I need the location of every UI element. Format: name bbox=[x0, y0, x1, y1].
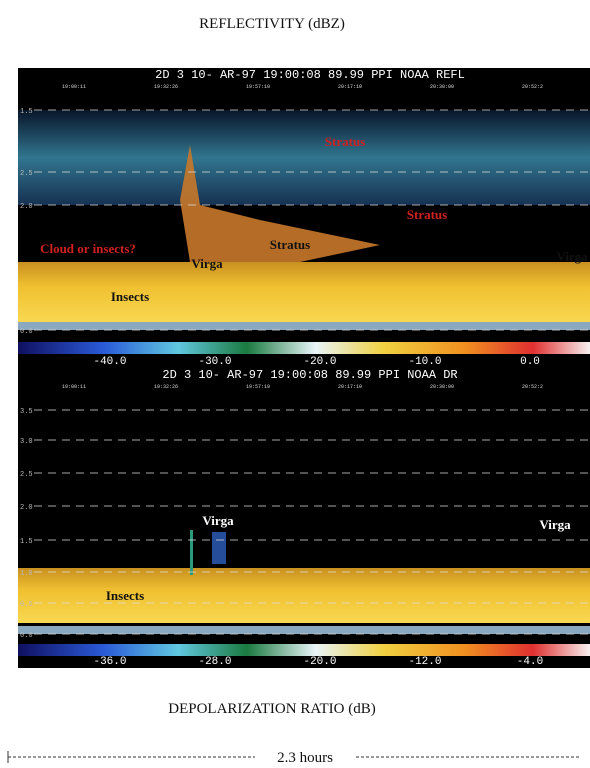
surface-band bbox=[18, 322, 590, 330]
y-label: 2.5 bbox=[20, 170, 33, 178]
time-label: 19:57:10 bbox=[246, 384, 270, 390]
cloud-echo bbox=[18, 110, 590, 205]
y-label: 2.0 bbox=[20, 504, 33, 512]
annotation: Insects bbox=[106, 588, 144, 603]
y-label: 2.0 bbox=[20, 203, 33, 211]
annotation: Stratus bbox=[325, 134, 365, 149]
surface-band bbox=[18, 626, 590, 634]
colorbar-label: -20.0 bbox=[303, 656, 336, 668]
top-title: REFLECTIVITY (dBZ) bbox=[199, 16, 345, 32]
annotation: Virga bbox=[202, 513, 234, 528]
annotation: Cloud or insects? bbox=[40, 241, 136, 256]
y-label: 3.5 bbox=[20, 408, 33, 416]
virga-echo bbox=[212, 532, 226, 564]
colorbar-label: -40.0 bbox=[93, 356, 126, 368]
insect-echo bbox=[18, 568, 590, 623]
colorbar-label: -20.0 bbox=[303, 356, 336, 368]
y-label: 3.0 bbox=[20, 438, 33, 446]
time-label: 19:57:10 bbox=[246, 84, 270, 90]
time-label: 19:32:26 bbox=[154, 84, 178, 90]
y-label: 1.0 bbox=[20, 570, 33, 578]
colorbar-label: -4.0 bbox=[517, 656, 543, 668]
colorbar-label: -10.0 bbox=[408, 356, 441, 368]
figure: REFLECTIVITY (dBZ) DEPOLARIZATION RATIO … bbox=[0, 0, 590, 768]
y-label: 0.0 bbox=[20, 328, 33, 336]
time-label: 20:30:00 bbox=[430, 384, 454, 390]
colorbar-label: -12.0 bbox=[408, 656, 441, 668]
y-label: 0.0 bbox=[20, 632, 33, 640]
colorbar-label: -28.0 bbox=[198, 656, 231, 668]
virga-echo bbox=[190, 530, 193, 575]
bottom-title: DEPOLARIZATION RATIO (dB) bbox=[168, 701, 375, 717]
annotation: Virga bbox=[539, 517, 571, 532]
annotation: Stratus bbox=[270, 237, 310, 252]
annotation: Insects bbox=[111, 289, 149, 304]
panel-header: 2D 3 10- AR-97 19:00:08 89.99 PPI NOAA R… bbox=[155, 68, 465, 82]
time-label: 20:52:2 bbox=[522, 84, 543, 90]
insect-echo bbox=[18, 262, 590, 322]
time-label: 20:52:2 bbox=[522, 384, 543, 390]
time-label: 20:17:10 bbox=[338, 84, 362, 90]
y-label: 1.5 bbox=[20, 108, 33, 116]
time-label: 20:30:00 bbox=[430, 84, 454, 90]
y-label: 2.5 bbox=[20, 471, 33, 479]
duration: 2.3 hours bbox=[277, 750, 333, 766]
y-label: 0.5 bbox=[20, 601, 33, 609]
colorbar bbox=[18, 342, 590, 354]
time-label: 19:00:11 bbox=[62, 384, 86, 390]
panel-header: 2D 3 10- AR-97 19:00:08 89.99 PPI NOAA D… bbox=[162, 368, 457, 382]
time-label: 19:00:11 bbox=[62, 84, 86, 90]
y-label: 1.5 bbox=[20, 538, 33, 546]
colorbar-label: -30.0 bbox=[198, 356, 231, 368]
time-label: 20:17:10 bbox=[338, 384, 362, 390]
colorbar-label: -36.0 bbox=[93, 656, 126, 668]
colorbar-label: 0.0 bbox=[520, 356, 540, 368]
annotation: Virga bbox=[191, 256, 223, 271]
annotation: Stratus bbox=[407, 207, 447, 222]
annotation: Virga bbox=[556, 249, 588, 264]
colorbar bbox=[18, 644, 590, 656]
time-label: 19:32:26 bbox=[154, 384, 178, 390]
